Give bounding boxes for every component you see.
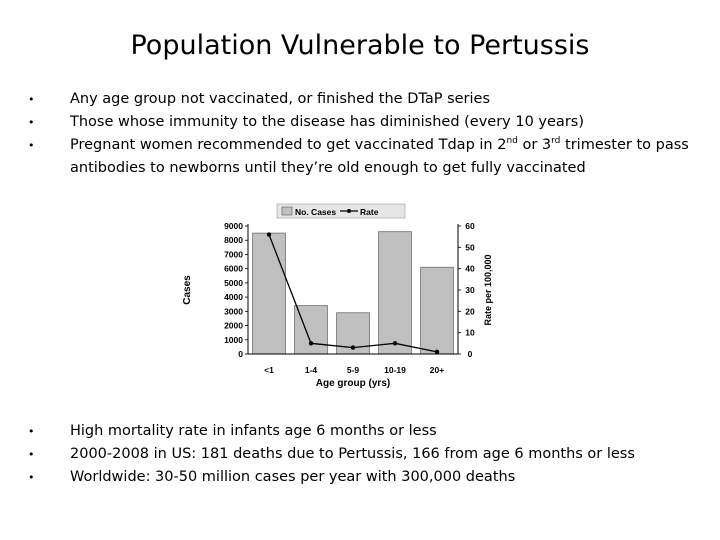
x-axis-label: Age group (yrs) <box>316 378 390 389</box>
bullet-unvaccinated: Any age group not vaccinated, or finishe… <box>24 88 704 111</box>
y2-tick-label-3: 30 <box>465 285 475 295</box>
pregnant-text-2: or 3 <box>517 137 552 153</box>
x-tick-label-0: <1 <box>264 365 274 375</box>
bottom-bullet-list: High mortality rate in infants age 6 mon… <box>24 420 704 489</box>
y2-axis-label: Rate per 100,000 <box>483 254 493 325</box>
x-tick-label-3: 10-19 <box>384 365 406 375</box>
y2-tick-label-4: 40 <box>465 264 475 274</box>
y-tick-label-5: 5000 <box>224 278 243 288</box>
rate-point-4 <box>434 349 440 355</box>
bullet-pregnant-women: Pregnant women recommended to get vaccin… <box>24 134 704 180</box>
x-tick-label-1: 1-4 <box>305 365 318 375</box>
top-bullet-list: Any age group not vaccinated, or finishe… <box>24 88 704 180</box>
y-tick-label-7: 7000 <box>224 249 243 259</box>
y-axis-label: Cases <box>182 275 193 305</box>
bullet-diminished-immunity: Those whose immunity to the disease has … <box>24 111 704 134</box>
y2-tick-label-2: 20 <box>465 306 475 316</box>
pregnant-text-1: Pregnant women recommended to get vaccin… <box>70 137 507 153</box>
chart-legend: No. Cases Rate <box>276 203 406 219</box>
y-tick-label-6: 6000 <box>224 264 243 274</box>
legend-rate-label: Rate <box>360 207 379 217</box>
legend-rate-marker <box>347 209 351 213</box>
cases-bar-3 <box>378 231 412 355</box>
pregnant-sup-rd: rd <box>551 136 561 147</box>
rate-point-3 <box>392 341 398 346</box>
bullet-us-deaths: 2000-2008 in US: 181 deaths due to Pertu… <box>24 443 704 466</box>
x-tick-label-4: 20+ <box>430 365 444 375</box>
x-tick-label-2: 5-9 <box>347 365 360 375</box>
y-tick-label-9: 9000 <box>224 221 243 231</box>
legend-cases-swatch <box>281 206 293 216</box>
cases-bar-4 <box>420 266 454 355</box>
y2-tick-label-6: 60 <box>465 221 475 231</box>
legend-cases-label: No. Cases <box>295 207 336 217</box>
pertussis-chart: No. Cases Rate 0 1000 2000 3000 4000 5000 6000… <box>182 203 493 389</box>
y-tick-label-1: 1000 <box>224 335 243 345</box>
pregnant-sup-nd: nd <box>506 136 518 147</box>
pregnant-text-3: trimester to pass antibodies to newborns… <box>70 137 689 176</box>
rate-point-2 <box>350 345 356 350</box>
rate-point-0 <box>266 232 272 237</box>
y2-tick-label-1: 10 <box>465 328 475 338</box>
bullet-worldwide: Worldwide: 30-50 million cases per year … <box>24 466 704 489</box>
bullet-infant-mortality: High mortality rate in infants age 6 mon… <box>24 420 704 443</box>
y-tick-label-2: 2000 <box>224 321 243 331</box>
y-tick-label-4: 4000 <box>224 292 243 302</box>
y2-tick-label-5: 50 <box>465 242 475 252</box>
y2-tick-label-0: 0 <box>468 349 473 359</box>
y-tick-label-0: 0 <box>238 349 243 359</box>
y-tick-label-8: 8000 <box>224 235 243 245</box>
slide-title: Population Vulnerable to Pertussis <box>130 30 590 61</box>
y-tick-label-3: 3000 <box>224 306 243 316</box>
cases-bar-0 <box>252 232 286 355</box>
rate-point-1 <box>308 341 314 346</box>
